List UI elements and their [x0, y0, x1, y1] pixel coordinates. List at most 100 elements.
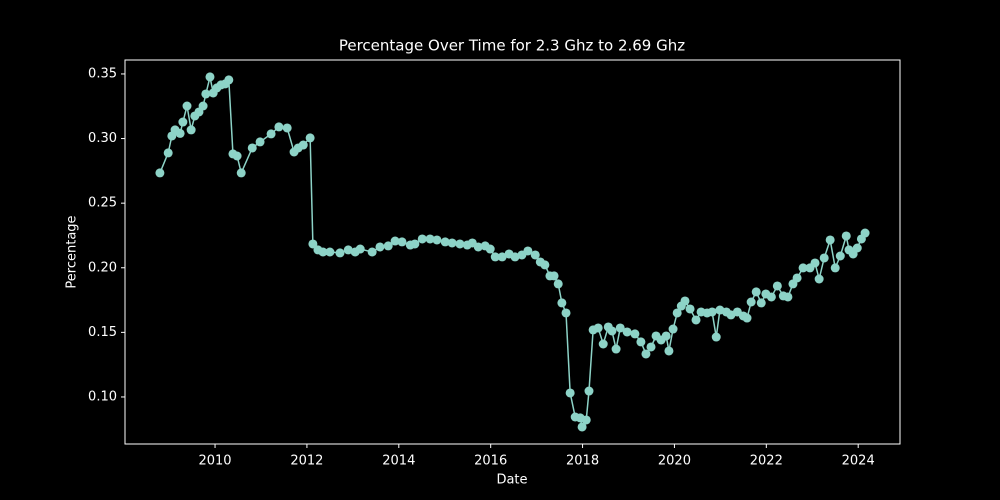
data-point: [584, 386, 594, 396]
data-point: [274, 122, 284, 132]
data-point: [163, 148, 173, 158]
y-tick-label: 0.15: [88, 325, 117, 340]
data-point: [205, 72, 215, 82]
data-point: [565, 388, 575, 398]
data-point: [318, 247, 328, 257]
data-point: [178, 117, 188, 127]
data-point: [305, 133, 315, 143]
data-point: [672, 308, 682, 318]
x-tick-label: 2022: [750, 454, 783, 469]
data-point: [825, 235, 835, 245]
y-axis-label: Percentage: [65, 215, 80, 288]
data-point: [255, 137, 265, 147]
data-point: [282, 123, 292, 133]
data-point: [685, 304, 695, 314]
x-tick-label: 2020: [658, 454, 691, 469]
data-point: [497, 252, 507, 262]
x-axis-label: Date: [496, 473, 527, 488]
x-tick-label: 2014: [382, 454, 415, 469]
data-point: [390, 236, 400, 246]
data-point: [155, 168, 165, 178]
data-point: [485, 244, 495, 254]
x-tick-label: 2016: [474, 454, 507, 469]
data-point: [549, 271, 559, 281]
data-point: [860, 228, 870, 238]
data-point: [383, 241, 393, 251]
data-point: [792, 273, 802, 283]
data-point: [593, 323, 603, 333]
data-point: [581, 415, 591, 425]
y-tick-label: 0.20: [88, 260, 117, 275]
data-point: [577, 422, 587, 432]
x-tick-label: 2010: [198, 454, 231, 469]
data-point: [540, 260, 550, 270]
data-point: [711, 332, 721, 342]
data-point: [810, 258, 820, 268]
data-point: [841, 231, 851, 241]
data-point: [814, 274, 824, 284]
data-point: [819, 253, 829, 263]
data-point: [447, 238, 457, 248]
data-point: [830, 263, 840, 273]
data-point: [343, 245, 353, 255]
data-point: [615, 323, 625, 333]
data-point: [367, 247, 377, 257]
y-tick-label: 0.30: [88, 131, 117, 146]
data-point: [247, 143, 257, 153]
data-point: [611, 344, 621, 354]
data-point: [783, 292, 793, 302]
x-tick-label: 2018: [566, 454, 599, 469]
data-point: [523, 246, 533, 256]
data-point: [425, 234, 435, 244]
data-point: [742, 313, 752, 323]
data-point: [397, 237, 407, 247]
data-point: [798, 263, 808, 273]
data-point: [325, 247, 335, 257]
data-point: [561, 308, 571, 318]
data-point: [664, 346, 674, 356]
y-tick-label: 0.10: [88, 389, 117, 404]
data-point: [198, 101, 208, 111]
data-point: [455, 239, 465, 249]
data-point: [308, 239, 318, 249]
data-point: [410, 239, 420, 249]
x-tick-label: 2012: [290, 454, 323, 469]
plot-frame: [124, 59, 901, 445]
data-point: [473, 242, 483, 252]
data-point: [680, 296, 690, 306]
data-point: [661, 331, 671, 341]
y-tick-label: 0.25: [88, 196, 117, 211]
data-point: [852, 243, 862, 253]
data-point: [553, 279, 563, 289]
data-point: [766, 292, 776, 302]
data-point: [375, 242, 385, 252]
x-tick-label: 2024: [842, 454, 875, 469]
data-point: [335, 248, 345, 258]
chart-title: Percentage Over Time for 2.3 Ghz to 2.69…: [339, 37, 685, 55]
data-point: [641, 349, 651, 359]
data-point: [440, 237, 450, 247]
data-point: [607, 326, 617, 336]
data-point: [668, 324, 678, 334]
data-point: [510, 252, 520, 262]
data-point: [530, 250, 540, 260]
data-point: [598, 339, 608, 349]
data-point: [432, 235, 442, 245]
data-point: [490, 252, 500, 262]
data-point: [266, 129, 276, 139]
data-point: [756, 298, 766, 308]
data-point: [557, 298, 567, 308]
data-point: [636, 337, 646, 347]
data-point: [182, 101, 192, 111]
data-point: [298, 140, 308, 150]
data-point: [355, 244, 365, 254]
data-point: [691, 315, 701, 325]
data-point: [224, 75, 234, 85]
data-point: [646, 342, 656, 352]
data-point: [201, 89, 211, 99]
data-point: [835, 251, 845, 261]
data-point: [707, 307, 717, 317]
data-point: [186, 125, 196, 135]
data-point: [232, 151, 242, 161]
